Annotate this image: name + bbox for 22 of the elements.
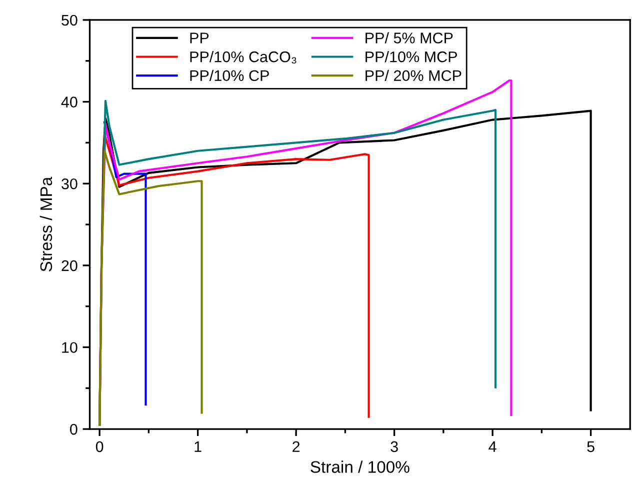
x-tick-label: 2 [292, 441, 300, 452]
x-tick-label: 0 [96, 441, 104, 452]
y-tick-label: 0 [70, 424, 78, 435]
legend-label: PP [190, 32, 209, 44]
y-axis-title: Stress / MPa [40, 176, 52, 272]
y-tick-label: 40 [61, 96, 78, 108]
x-tick-label: 1 [194, 441, 202, 452]
line-series [103, 121, 147, 406]
legend-label: PP/ 5% MCP [366, 32, 453, 44]
line-series [98, 150, 203, 426]
x-tick-label: 5 [587, 441, 594, 452]
y-tick-label: 30 [62, 178, 78, 190]
y-tick-label: 50 [62, 14, 78, 26]
y-tick-label: 20 [62, 260, 78, 272]
y-tick-label: 10 [62, 342, 78, 353]
legend-label: PP/10% CP [190, 70, 269, 82]
legend-label: PP/10% CaCO₃ [190, 51, 296, 64]
legend-label: PP/ 20% MCP [366, 70, 462, 82]
x-tick-label: 4 [488, 441, 496, 452]
x-axis-title: Strain / 100% [310, 460, 410, 473]
legend-label: PP/10% MCP [366, 51, 457, 62]
x-tick-label: 3 [390, 441, 398, 452]
